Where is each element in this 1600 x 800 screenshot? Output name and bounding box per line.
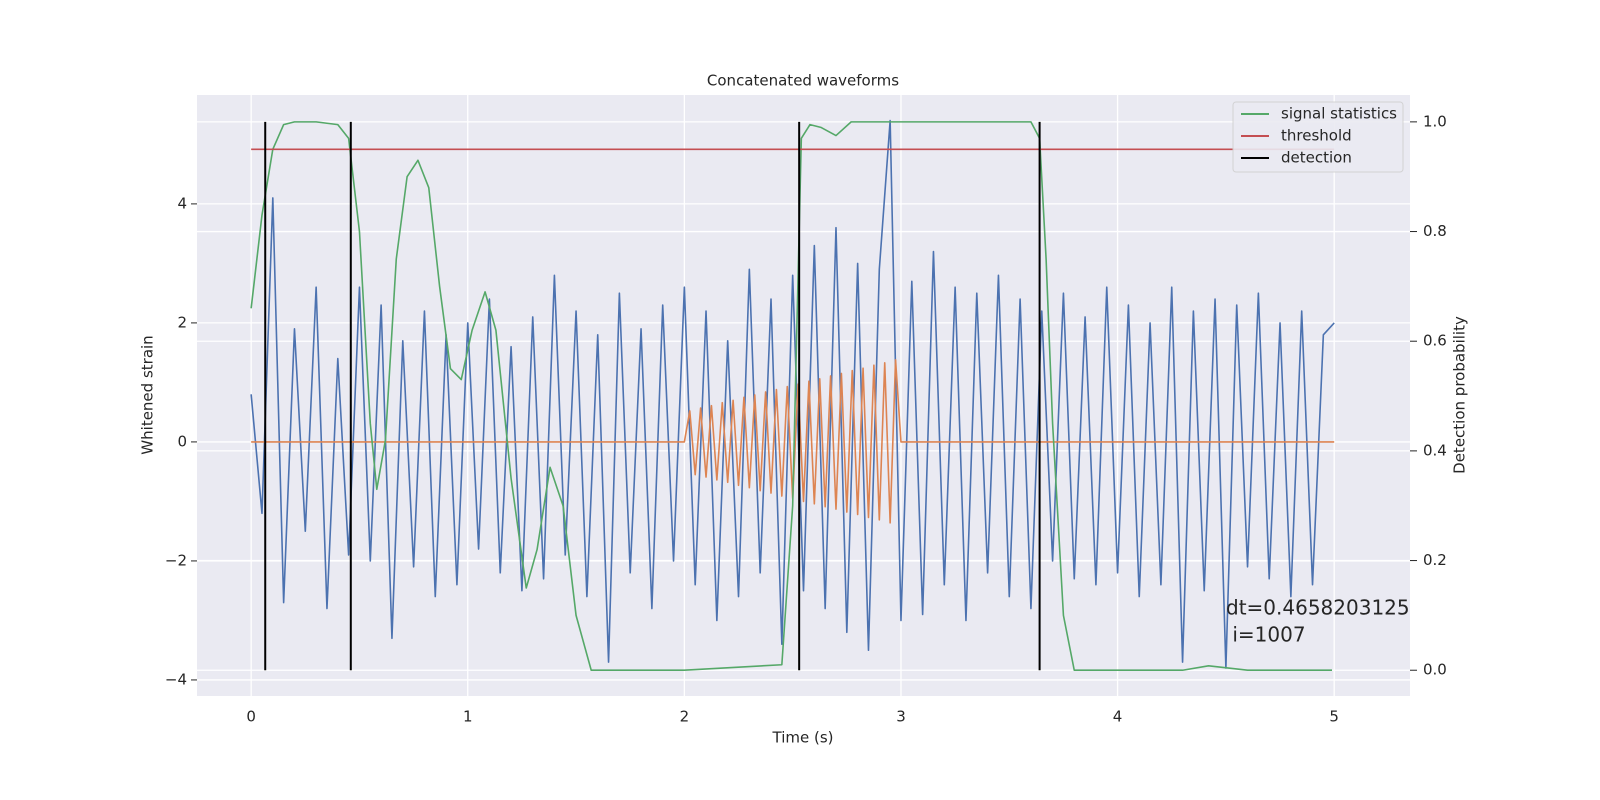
y2-tick-label: 0.4: [1423, 441, 1447, 459]
legend-label: signal statistics: [1281, 105, 1397, 123]
y2-tick-label: 0.2: [1423, 551, 1447, 569]
annotation: i=1007: [1226, 623, 1306, 647]
y2-axis-label: Detection probability: [1451, 316, 1469, 474]
legend-box: [1232, 101, 1404, 173]
y-axis-label: Whitened strain: [139, 335, 157, 454]
x-tick-label: 3: [896, 708, 906, 726]
y-tick-label: 4: [177, 194, 187, 212]
y2-tick-label: 1.0: [1423, 112, 1447, 130]
legend-label: threshold: [1281, 127, 1352, 145]
x-axis-label: Time (s): [772, 729, 834, 747]
y2-tick-label: 0.6: [1423, 332, 1447, 350]
annotation: dt=0.4658203125: [1226, 596, 1410, 620]
y-tick-label: 2: [177, 313, 187, 331]
legend-label: detection: [1281, 149, 1352, 167]
x-tick-label: 4: [1113, 708, 1123, 726]
x-tick-label: 2: [680, 708, 690, 726]
x-tick-label: 5: [1329, 708, 1339, 726]
x-tick-label: 1: [463, 708, 473, 726]
y2-tick-label: 0.8: [1423, 222, 1447, 240]
data-line: [250, 119, 1335, 669]
chart-title: Concatenated waveforms: [707, 72, 899, 90]
y2-tick-label: 0.0: [1423, 661, 1447, 679]
y-tick-label: −4: [165, 670, 187, 688]
y-tick-label: 0: [177, 432, 187, 450]
data-line: [250, 121, 1333, 672]
x-tick-label: 0: [246, 708, 256, 726]
y-tick-label: −2: [165, 551, 187, 569]
plot-area: [197, 95, 1410, 696]
